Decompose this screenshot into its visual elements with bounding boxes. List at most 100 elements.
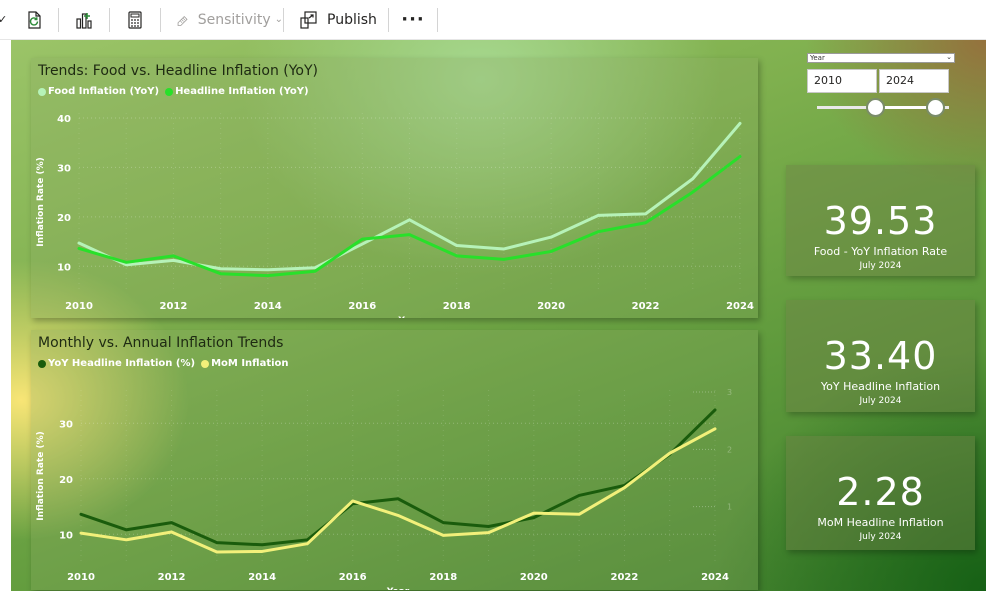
monthly-vs-annual-chart[interactable]: Monthly vs. Annual Inflation Trends YoY …	[31, 330, 758, 590]
chart-legend: Food Inflation (YoY) Headline Inflation …	[38, 86, 315, 97]
series-line-1[interactable]	[79, 427, 717, 554]
x-tick-label: 2022	[632, 301, 660, 312]
legend-dot-food	[38, 87, 46, 96]
slicer-field-dropdown[interactable]: Year ⌄	[807, 53, 955, 63]
kpi-period: July 2024	[859, 396, 902, 406]
toolbar-separator	[388, 7, 389, 32]
legend-label-mom: MoM Inflation	[211, 358, 289, 369]
new-visual-button[interactable]	[59, 0, 109, 40]
ribbon-toolbar: ✓	[0, 0, 986, 40]
x-tick-label: 2020	[537, 301, 565, 312]
new-measure-button[interactable]	[110, 0, 160, 40]
x-tick-label: 2014	[248, 572, 276, 583]
legend-item-yoy[interactable]: YoY Headline Inflation (%)	[38, 358, 195, 369]
chevron-down-icon: ✓	[0, 13, 8, 26]
slicer-end-input[interactable]: 2024	[879, 69, 949, 93]
x-tick-label: 2018	[443, 301, 471, 312]
secondary-tick-label: 1	[727, 503, 732, 512]
y-axis-title: Inflation Rate (%)	[36, 157, 46, 246]
series-line-1[interactable]	[77, 155, 742, 278]
chart-title: Monthly vs. Annual Inflation Trends	[38, 335, 284, 351]
legend-item-mom[interactable]: MoM Inflation	[201, 358, 289, 369]
kpi-value: 39.53	[823, 199, 938, 243]
toolbar-separator	[58, 7, 59, 32]
chart-legend: YoY Headline Inflation (%) MoM Inflation	[38, 358, 295, 369]
sensitivity-label: Sensitivity	[197, 11, 271, 28]
sensitivity-button[interactable]: Sensitivity ⌄	[161, 0, 283, 40]
more-options-button[interactable]: ···	[389, 0, 437, 40]
kpi-label: Food - YoY Inflation Rate	[813, 245, 948, 258]
year-slicer: Year ⌄ 2010 2024	[807, 53, 957, 123]
food-vs-headline-chart[interactable]: Trends: Food vs. Headline Inflation (YoY…	[31, 58, 758, 318]
kpi-card-food[interactable]: 39.53 Food - YoY Inflation Rate July 202…	[786, 165, 975, 276]
kpi-period: July 2024	[859, 532, 902, 542]
x-tick-label: 2024	[726, 301, 754, 312]
legend-label-food: Food Inflation (YoY)	[48, 86, 160, 97]
refresh-icon	[28, 10, 41, 29]
series-line-0[interactable]	[79, 408, 717, 547]
kpi-value: 33.40	[823, 334, 938, 378]
y-tick-label: 40	[57, 114, 71, 125]
slider-end-handle[interactable]	[926, 98, 945, 117]
slicer-start-input[interactable]: 2010	[807, 69, 877, 93]
chart-plot-area: 10 20 30 2010 2012 2014 2016 2018 2020 2022 2024 Ye…	[36, 388, 732, 590]
secondary-tick-label: 3	[727, 388, 732, 397]
x-tick-label: 2012	[158, 572, 186, 583]
x-tick-label: 2016	[348, 301, 376, 312]
kpi-period: July 2024	[859, 261, 902, 271]
x-tick-label: 2020	[520, 572, 548, 583]
more-icon: ···	[401, 9, 425, 30]
toolbar-separator	[160, 7, 161, 32]
y-tick-label: 20	[57, 213, 71, 224]
legend-dot-yoy	[38, 359, 46, 368]
secondary-tick-label: 2	[727, 445, 732, 454]
slider-range-fill	[875, 106, 935, 109]
x-tick-label: 2010	[67, 572, 95, 583]
report-canvas: Trends: Food vs. Headline Inflation (YoY…	[11, 40, 986, 591]
y-tick-label: 30	[59, 419, 73, 430]
x-tick-label: 2014	[254, 301, 282, 312]
kpi-label: MoM Headline Inflation	[817, 516, 944, 529]
sensitivity-icon	[177, 15, 188, 26]
chevron-down-icon: ⌄	[946, 53, 952, 61]
legend-dot-mom	[201, 359, 210, 368]
y-tick-label: 10	[57, 262, 71, 273]
overflow-chevron[interactable]: ✓	[0, 0, 10, 40]
x-tick-label: 2016	[339, 572, 367, 583]
calculator-icon	[128, 10, 142, 29]
legend-dot-headline	[165, 87, 174, 96]
x-tick-label: 2012	[160, 301, 188, 312]
publish-label: Publish	[327, 11, 377, 28]
kpi-label: YoY Headline Inflation	[820, 380, 941, 393]
legend-item-food[interactable]: Food Inflation (YoY)	[38, 86, 159, 97]
chart-plot-area: 10 20 30 40 2010 2012 2014 2016 2018 2020 2022 2024…	[36, 113, 754, 318]
y-axis-title: Inflation Rate (%)	[36, 431, 46, 520]
toolbar-separator	[283, 7, 284, 32]
legend-label-yoy: YoY Headline Inflation (%)	[48, 358, 196, 369]
legend-item-headline[interactable]: Headline Inflation (YoY)	[165, 86, 309, 97]
kpi-card-yoy-headline[interactable]: 33.40 YoY Headline Inflation July 2024	[786, 300, 975, 412]
toolbar-separator	[109, 7, 110, 32]
x-axis-title: Year	[397, 316, 421, 318]
x-tick-label: 2024	[701, 572, 729, 583]
slicer-field-label: Year	[810, 54, 825, 62]
publish-button[interactable]: Publish	[284, 0, 388, 40]
toolbar-separator	[437, 7, 438, 32]
x-tick-label: 2022	[611, 572, 639, 583]
refresh-button[interactable]	[10, 0, 58, 40]
chevron-down-icon: ⌄	[274, 14, 283, 25]
series-line-0[interactable]	[77, 121, 742, 272]
publish-icon	[300, 10, 317, 29]
x-axis-title: Year	[386, 587, 410, 590]
legend-label-headline: Headline Inflation (YoY)	[175, 86, 309, 97]
y-tick-label: 20	[59, 475, 73, 486]
chart-title: Trends: Food vs. Headline Inflation (YoY…	[38, 63, 318, 79]
slider-start-handle[interactable]	[866, 98, 885, 117]
y-tick-label: 10	[59, 530, 73, 541]
chart-add-icon	[76, 12, 92, 29]
y-tick-label: 30	[57, 163, 71, 174]
kpi-value: 2.28	[836, 470, 925, 514]
x-tick-label: 2018	[429, 572, 457, 583]
kpi-card-mom-headline[interactable]: 2.28 MoM Headline Inflation July 2024	[786, 436, 975, 550]
